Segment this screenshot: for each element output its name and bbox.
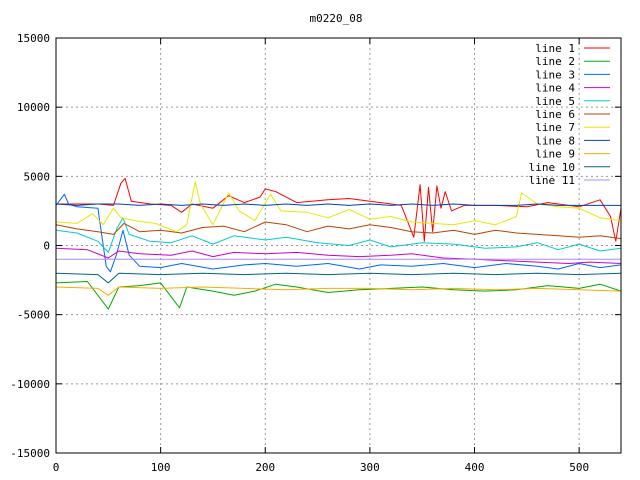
x-tick-label: 300 xyxy=(360,461,380,474)
legend-label: line 1 xyxy=(535,42,575,55)
series-line-6 xyxy=(55,221,622,240)
legend-label: line 5 xyxy=(535,95,575,108)
series-line-3 xyxy=(55,193,622,273)
chart-title: m0220_08 xyxy=(310,12,363,25)
x-tick-label: 500 xyxy=(569,461,589,474)
y-tick-label: 0 xyxy=(43,240,50,253)
legend-label: line 9 xyxy=(535,148,575,161)
y-tick-label: -5000 xyxy=(17,309,50,322)
x-tick-label: 100 xyxy=(151,461,171,474)
series-line-7 xyxy=(55,181,622,233)
series-line-9 xyxy=(55,286,622,296)
grid-lines xyxy=(56,38,621,453)
y-tick-label: 10000 xyxy=(17,101,50,114)
series-line-1 xyxy=(56,177,622,242)
x-tick-label: 200 xyxy=(255,461,275,474)
y-tick-label: 5000 xyxy=(24,170,51,183)
x-tick-label: 0 xyxy=(53,461,60,474)
legend-label: line 8 xyxy=(535,134,575,147)
legend-label: line 4 xyxy=(535,82,575,95)
y-tick-label: -10000 xyxy=(10,378,50,391)
legend-label: line 6 xyxy=(535,108,575,121)
series-line-10 xyxy=(55,272,622,284)
legend-label: line 10 xyxy=(529,161,575,174)
y-tick-label: -15000 xyxy=(10,447,50,460)
series-line-8 xyxy=(55,203,621,206)
legend-label: line 3 xyxy=(535,68,575,81)
y-tick-label: 15000 xyxy=(17,32,50,45)
series-line-4 xyxy=(55,247,622,264)
axis-ticks: 0 100 200 300 400 500 -15000 -10000 -5000 0 5000 10… xyxy=(10,32,621,474)
x-tick-label: 400 xyxy=(465,461,485,474)
series-line-5 xyxy=(55,217,622,253)
series-line-2 xyxy=(55,281,622,310)
legend-label: line 2 xyxy=(535,55,575,68)
series-lines xyxy=(55,177,622,310)
legend-label: line 7 xyxy=(535,121,575,134)
legend-label: line 11 xyxy=(529,174,575,187)
